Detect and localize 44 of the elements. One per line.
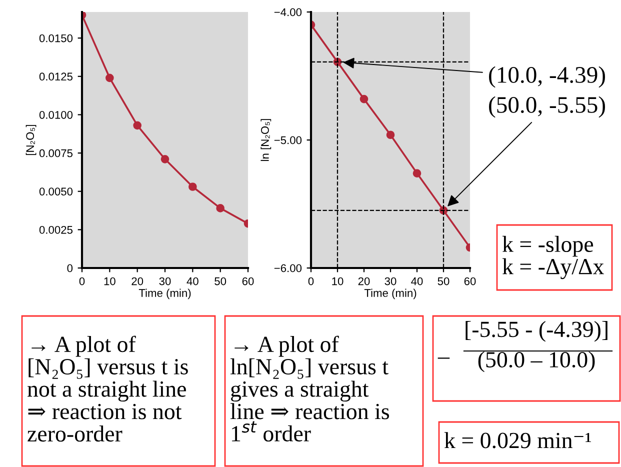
point xyxy=(412,169,422,178)
x-tick-label: 60 xyxy=(242,277,254,286)
x-tick-label: 20 xyxy=(132,277,144,286)
y-tick-label: 0.0125 xyxy=(39,72,73,81)
text: [-5.55 - (-4.39)] (50.0 – 10.0) xyxy=(466,321,608,372)
point xyxy=(133,121,142,130)
x-tick-label: 0 xyxy=(308,277,314,286)
y-tick-label: −5.00 xyxy=(274,136,302,144)
x-tick-label: 40 xyxy=(186,277,198,286)
point xyxy=(188,182,197,191)
point xyxy=(106,74,114,82)
x-tick-label: 60 xyxy=(464,277,476,286)
y-tick-label: 0.0075 xyxy=(39,149,73,158)
point xyxy=(386,130,395,140)
point xyxy=(360,94,368,104)
annotation: (50.0, -5.55) xyxy=(489,96,605,118)
point xyxy=(160,154,170,164)
x-tick-label: 10 xyxy=(104,277,116,286)
x-tick-label: 10 xyxy=(332,277,344,286)
x-axis-title: Time (min) xyxy=(364,288,416,300)
x-tick-label: 50 xyxy=(214,277,226,286)
x-tick-label: 30 xyxy=(384,277,396,286)
x-tick-label: 40 xyxy=(411,277,423,286)
y-tick-label: 0.0150 xyxy=(39,34,73,42)
y-tick-label: −6.00 xyxy=(274,264,302,272)
y-axis-title: [N₂O₅] xyxy=(26,124,36,156)
x-tick-label: 50 xyxy=(438,277,450,286)
text: – xyxy=(438,358,450,359)
x-tick-label: 0 xyxy=(79,277,85,286)
y-axis-title: ln [N₂O₅] xyxy=(260,119,272,161)
y-tick-label: 0.0100 xyxy=(39,110,73,119)
point xyxy=(216,204,224,212)
y-tick-label: 0.0050 xyxy=(39,188,73,196)
y-tick-label: 0.0025 xyxy=(39,226,73,234)
text: k = -slope k = -Δy/Δx xyxy=(502,236,604,280)
text: k = 0.029 min⁻¹ xyxy=(444,432,591,448)
y-tick-label: −4.00 xyxy=(274,8,302,16)
y-tick-label: 0 xyxy=(67,264,73,272)
x-tick-label: 30 xyxy=(159,277,171,286)
x-tick-label: 20 xyxy=(358,277,370,286)
text: → A plot of [N₂O₅] versus t is not a straight line ⇒ reaction is not zero-order xyxy=(28,336,188,442)
annotation: (10.0, -4.39) xyxy=(489,66,605,88)
text: → A plot of ln[N₂O₅] versus t gives a straight line ⇒ reaction is 1$^{st}$ order xyxy=(230,336,390,442)
x-axis-title: Time (min) xyxy=(138,288,191,300)
